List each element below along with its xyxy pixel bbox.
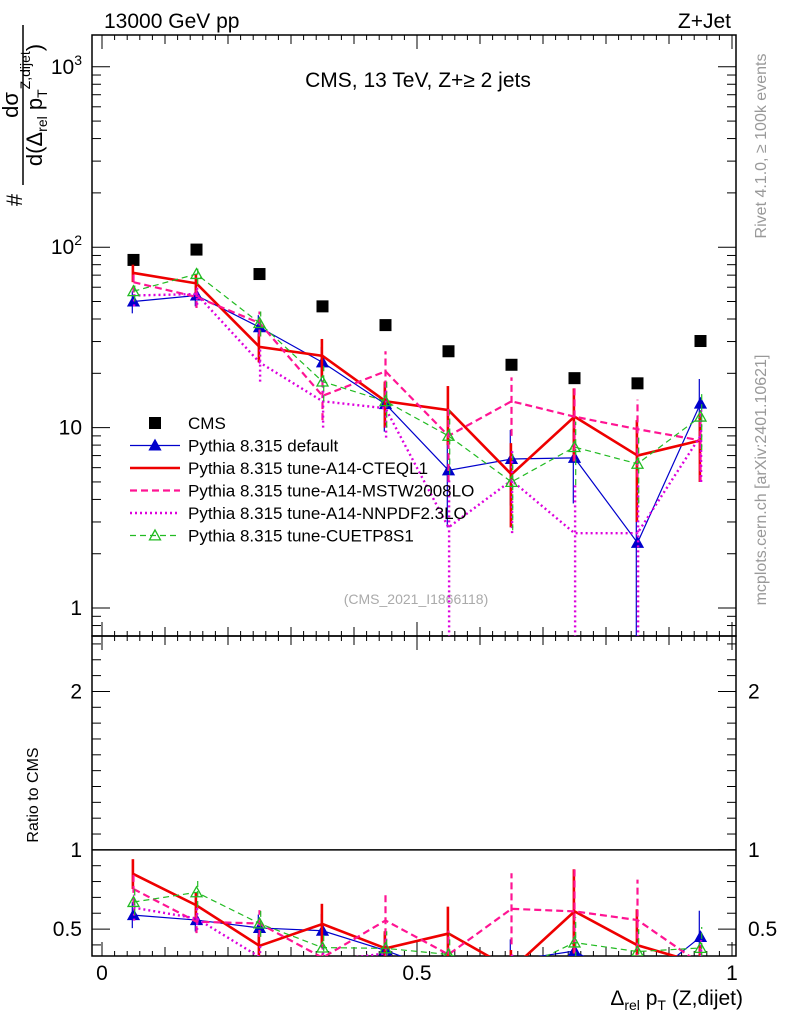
ratio-series-marker [443, 947, 454, 956]
cms-data-point [631, 377, 644, 390]
series-line [133, 273, 701, 483]
legend-label: Pythia 8.315 tune-A14-MSTW2008LO [188, 482, 474, 501]
legend-marker-cms [149, 417, 161, 429]
cms-data-point [316, 300, 329, 313]
legend-label: Pythia 8.315 default [188, 437, 339, 456]
x-tick-label: 0 [96, 962, 108, 985]
ratio-tick-label: 2 [70, 680, 82, 703]
series-marker [504, 475, 519, 487]
legend-label: Pythia 8.315 tune-A14-CTEQL1 [188, 459, 428, 478]
ratio-series-marker [506, 967, 517, 977]
ratio-series-line [132, 872, 679, 956]
ratio-series-marker [126, 895, 141, 908]
legend-label: Pythia 8.315 tune-CUETP8S1 [188, 527, 414, 546]
header-left: 13000 GeV pp [104, 10, 239, 33]
y-tick-label: 10 [59, 417, 82, 440]
ratio-tick-label: 0.5 [53, 918, 82, 941]
y-tick-label: 102 [51, 232, 82, 259]
ratio-series-marker [693, 930, 708, 942]
side-text-bottom: mcplots.cern.ch [arXiv:2401.10621] [753, 355, 770, 606]
series-line [133, 271, 701, 477]
ratio-series-marker [378, 941, 393, 954]
ratio-series-3 [132, 869, 702, 956]
series-marker [567, 440, 582, 453]
series-line [133, 294, 702, 544]
x-tick-label: 1 [726, 962, 738, 985]
series-marker [630, 456, 645, 469]
x-tick-label: 0.5 [402, 962, 431, 985]
svg-text:#: # [2, 193, 27, 206]
series-marker [126, 284, 141, 297]
cms-data-point [253, 268, 266, 281]
ratio-series-line [133, 914, 701, 956]
ratio-series-marker [252, 916, 267, 929]
ratio-series-marker [189, 885, 204, 898]
ratio-tick-label-right: 2 [748, 680, 760, 703]
legend-label: CMS [188, 414, 226, 433]
ratio-series-marker [315, 940, 330, 953]
main-y-axis-title: d(Δrel pTZ,dijet) dσ # [0, 25, 50, 206]
series-line [133, 281, 701, 442]
ratio-series-layer [126, 859, 708, 978]
cms-data-point [568, 372, 581, 385]
ratio-series-5 [126, 877, 708, 977]
cms-data-point [127, 253, 140, 266]
legend-label: Pythia 8.315 tune-A14-NNPDF2.3LO [188, 504, 467, 523]
ratio-tick-label: 1 [70, 839, 82, 862]
legend-marker [148, 528, 162, 541]
ratio-series-marker [693, 941, 708, 954]
ratio-series-marker [567, 935, 582, 948]
ratio-series-line [133, 906, 393, 956]
legend-marker [148, 438, 162, 451]
header-right: Z+Jet [678, 10, 731, 33]
series-marker [315, 374, 330, 387]
series-marker [252, 316, 267, 329]
y-tick-label: 1 [70, 597, 82, 620]
y-tick-label: 103 [51, 52, 82, 79]
main-series-layer [126, 243, 708, 636]
plot-title: CMS, 13 TeV, Z+≥ 2 jets [305, 69, 531, 92]
series-marker [441, 429, 456, 441]
cms-data-point [694, 335, 707, 348]
analysis-id: (CMS_2021_I1866118) [344, 591, 489, 607]
series-marker [693, 396, 708, 409]
side-text-top: Rivet 4.1.0, ≥ 100k events [753, 54, 770, 239]
series-marker [189, 267, 204, 280]
series-line [133, 292, 702, 535]
ratio-series-line [133, 891, 701, 956]
ratio-panel-frame [91, 635, 737, 957]
y-title-denominator: d(Δ [22, 132, 47, 167]
cms-data-point [190, 243, 203, 256]
series-marker [693, 409, 708, 422]
cms-data-point [505, 358, 518, 371]
ratio-tick-label-right: 0.5 [748, 918, 777, 941]
ratio-y-axis-title: Ratio to CMS [25, 747, 42, 842]
x-axis-title: Δrel pT (Z,dijet) [610, 987, 743, 1013]
svg-text:d(Δrel pTZ,dijet): d(Δrel pTZ,dijet) [17, 44, 50, 166]
axis-ticks: 0 0.5 1 1 10 102 103 0.5 0.5 1 1 2 2 [51, 35, 777, 985]
legend: CMS Pythia 8.315 default Pythia 8.315 tune… [130, 414, 474, 546]
ratio-series-line [132, 888, 692, 956]
series-marker [378, 394, 393, 407]
ratio-tick-label-right: 1 [748, 839, 760, 862]
ratio-series-marker [631, 944, 644, 956]
series-5 [126, 264, 708, 531]
svg-text:dσ: dσ [0, 92, 23, 118]
cms-data-point [379, 319, 392, 332]
ratio-series-marker [443, 968, 454, 978]
cms-data-point [442, 345, 455, 358]
